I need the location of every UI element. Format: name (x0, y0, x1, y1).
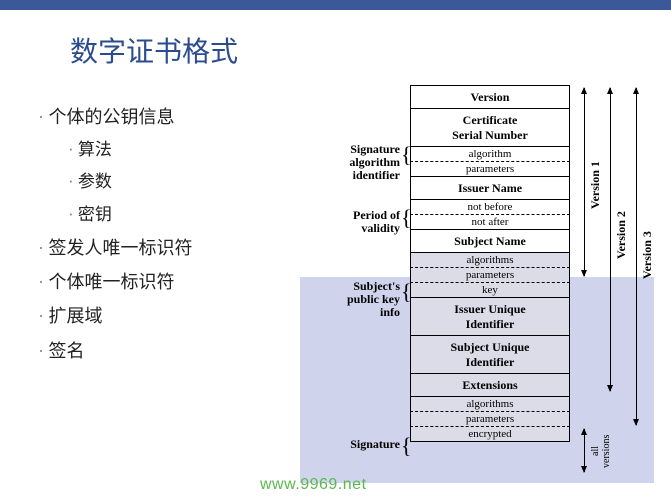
watermark: www.9969.net (260, 476, 367, 494)
label-signature: Signature (335, 438, 400, 451)
cell-issuer: Issuer Name (410, 176, 570, 200)
label-validity: Period of validity (340, 209, 400, 235)
arrow-all (584, 429, 585, 472)
cell-serial: Certificate Serial Number (410, 108, 570, 147)
brace-icon: { (401, 435, 412, 457)
label-v2: Version 2 (614, 195, 629, 275)
bullet-item: 个体唯一标识符 (38, 265, 288, 299)
brace-icon: { (401, 281, 412, 303)
cell-validity-sub1: not before (410, 199, 570, 215)
cell-subject-uid: Subject Unique Identifier (410, 335, 570, 374)
arrow-v2 (610, 88, 611, 391)
cell-sig-sub3: encrypted (410, 426, 570, 442)
cell-sig-sub2: parameters (410, 411, 570, 427)
bullet-item: 签名 (38, 334, 288, 368)
cell-extensions: Extensions (410, 373, 570, 397)
label-v1: Version 1 (588, 145, 603, 225)
top-bar (0, 0, 671, 10)
cell-spki-sub1: algorithms (410, 252, 570, 268)
cell-sigalgo-sub2: parameters (410, 161, 570, 177)
label-sigalgo: Signature algorithm identifier (330, 143, 400, 183)
label-v3: Version 3 (640, 215, 655, 295)
bullet-list: 个体的公钥信息算法参数密钥签发人唯一标识符个体唯一标识符扩展域签名 (38, 100, 288, 368)
cell-subject: Subject Name (410, 229, 570, 253)
arrow-v1 (584, 88, 585, 276)
label-spki: Subject's public key info (330, 280, 400, 320)
cell-version: Version (410, 85, 570, 109)
cell-issuer-uid: Issuer Unique Identifier (410, 297, 570, 336)
bullet-item: 密钥 (38, 199, 288, 231)
bullet-item: 参数 (38, 166, 288, 198)
certificate-diagram: Version Certificate Serial Number algori… (300, 85, 660, 485)
bullet-item: 算法 (38, 134, 288, 166)
label-all-versions: all versions (590, 427, 612, 475)
certificate-column: Version Certificate Serial Number algori… (410, 85, 570, 441)
bullet-item: 签发人唯一标识符 (38, 231, 288, 265)
page-title: 数字证书格式 (70, 30, 671, 70)
cell-spki-sub2: parameters (410, 267, 570, 283)
cell-sig-sub1: algorithms (410, 396, 570, 412)
cell-sigalgo-sub1: algorithm (410, 146, 570, 162)
cell-validity-sub2: not after (410, 214, 570, 230)
arrow-v3 (636, 88, 637, 425)
bullet-item: 扩展域 (38, 299, 288, 333)
cell-spki-sub3: key (410, 282, 570, 298)
bullet-item: 个体的公钥信息 (38, 100, 288, 134)
